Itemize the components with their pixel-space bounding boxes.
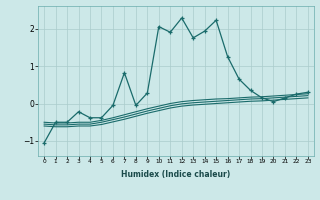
X-axis label: Humidex (Indice chaleur): Humidex (Indice chaleur)	[121, 170, 231, 179]
